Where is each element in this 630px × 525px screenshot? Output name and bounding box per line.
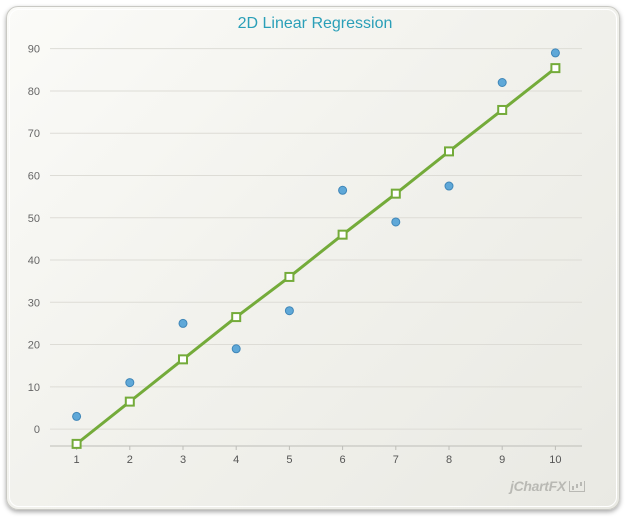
x-tick-label: 4 xyxy=(233,454,239,466)
regression-point xyxy=(337,229,348,240)
y-tick-label: 40 xyxy=(28,255,40,267)
scatter-point xyxy=(391,217,401,227)
scatter-point xyxy=(497,77,507,87)
scatter-point xyxy=(72,411,82,421)
regression-point xyxy=(550,63,561,74)
chart-logo-icon xyxy=(568,481,585,492)
brand-text: jChartFX xyxy=(510,478,566,494)
regression-point xyxy=(390,188,401,199)
y-tick-label: 20 xyxy=(28,340,40,352)
x-tick-label: 5 xyxy=(286,454,292,466)
regression-point xyxy=(231,312,242,323)
scatter-point xyxy=(284,306,294,316)
chart-frame-inner xyxy=(9,9,617,507)
scatter-point xyxy=(444,181,454,191)
regression-point xyxy=(124,396,135,407)
scatter-point xyxy=(231,344,241,354)
x-tick-label: 9 xyxy=(499,454,505,466)
chart-title: 2D Linear Regression xyxy=(237,15,393,32)
scatter-point xyxy=(550,48,560,58)
y-tick-label: 0 xyxy=(34,424,40,436)
y-tick-label: 80 xyxy=(28,86,40,98)
y-tick-label: 90 xyxy=(28,44,40,56)
y-tick-label: 30 xyxy=(28,297,40,309)
y-tick-label: 50 xyxy=(28,213,40,225)
regression-point xyxy=(497,104,508,115)
regression-point xyxy=(71,438,82,449)
x-tick-label: 8 xyxy=(446,454,452,466)
regression-point xyxy=(178,354,188,365)
regression-line xyxy=(75,66,557,446)
regression-point xyxy=(284,271,295,282)
y-tick-label: 10 xyxy=(28,382,40,394)
x-tick-label: 10 xyxy=(549,454,561,466)
x-tick-label: 3 xyxy=(180,454,186,466)
y-tick-label: 70 xyxy=(28,128,40,140)
x-tick-label: 7 xyxy=(393,454,399,466)
scatter-point xyxy=(178,318,188,328)
y-tick-label: 60 xyxy=(28,170,40,182)
scatter-point xyxy=(338,185,348,195)
regression-point xyxy=(444,146,454,157)
x-tick-label: 2 xyxy=(127,454,133,466)
brand-logo: jChartFX xyxy=(510,478,585,494)
x-tick-label: 6 xyxy=(340,454,346,466)
scatter-point xyxy=(125,378,135,388)
x-tick-label: 1 xyxy=(74,454,80,466)
